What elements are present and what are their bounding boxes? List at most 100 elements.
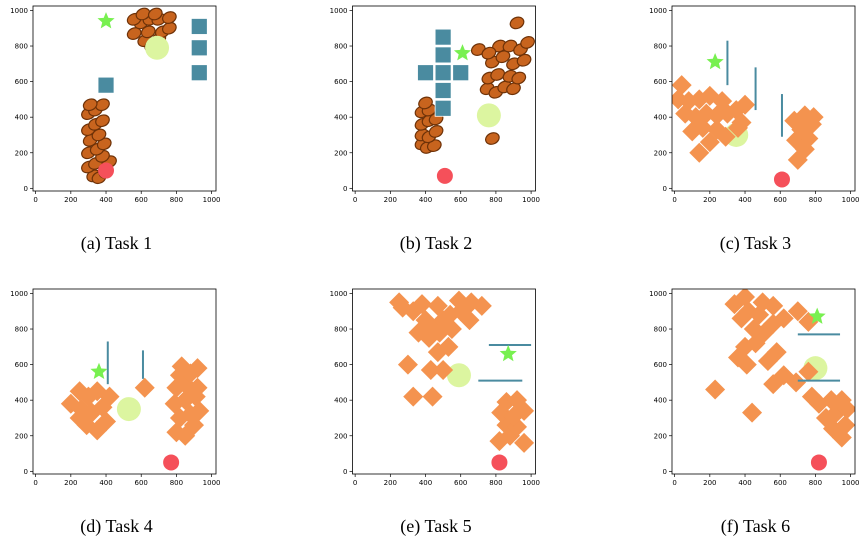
y-tick-label: 200: [654, 432, 667, 440]
x-tick-label: 600: [774, 196, 787, 204]
y-tick-label: 800: [15, 43, 28, 51]
x-tick-label: 800: [489, 479, 502, 487]
y-tick-label: 600: [334, 361, 347, 369]
goal: [454, 44, 471, 60]
x-tick-label: 0: [672, 479, 676, 487]
y-tick-label: 200: [334, 149, 347, 157]
x-tick-label: 600: [135, 196, 148, 204]
y-tick-label: 200: [15, 149, 28, 157]
y-tick-label: 600: [334, 78, 347, 86]
x-tick-label: 800: [170, 479, 183, 487]
x-tick-label: 200: [64, 479, 77, 487]
obstacle: [135, 378, 155, 398]
obstacle: [484, 131, 501, 147]
x-tick-label: 800: [489, 196, 502, 204]
x-tick-label: 800: [170, 196, 183, 204]
subplot: 0200400600800100002004006008001000(b) Ta…: [330, 6, 540, 254]
agent: [774, 171, 790, 187]
x-tick-label: 800: [809, 479, 822, 487]
block: [191, 18, 207, 34]
x-tick-label: 0: [672, 196, 676, 204]
block: [435, 100, 451, 116]
y-tick-label: 400: [654, 114, 667, 122]
agent: [491, 454, 507, 470]
y-tick-label: 0: [663, 468, 667, 476]
x-tick-label: 400: [738, 479, 751, 487]
y-tick-label: 0: [343, 185, 347, 193]
y-tick-label: 1000: [10, 7, 28, 15]
y-tick-label: 800: [654, 43, 667, 51]
marks: [705, 287, 857, 470]
caption: (d) Task 4: [80, 516, 152, 537]
marks: [389, 291, 534, 471]
goal: [90, 363, 107, 379]
x-tick-label: 200: [703, 196, 716, 204]
y-tick-label: 600: [15, 78, 28, 86]
x-tick-label: 600: [454, 196, 467, 204]
y-tick-label: 1000: [330, 7, 348, 15]
marks: [413, 15, 536, 184]
marks: [668, 41, 823, 188]
x-tick-label: 1000: [842, 196, 860, 204]
y-tick-label: 400: [654, 397, 667, 405]
marks: [80, 6, 208, 186]
y-tick-label: 0: [663, 185, 667, 193]
caption: (a) Task 1: [81, 233, 152, 254]
obstacle: [423, 387, 443, 407]
agent: [98, 163, 114, 179]
obstacle: [705, 380, 725, 400]
x-tick-label: 400: [419, 479, 432, 487]
y-tick-label: 0: [343, 468, 347, 476]
agent: [437, 168, 453, 184]
x-tick-label: 0: [353, 196, 357, 204]
y-tick-label: 1000: [649, 290, 667, 298]
y-tick-label: 400: [334, 397, 347, 405]
x-tick-label: 0: [353, 479, 357, 487]
x-tick-label: 400: [99, 196, 112, 204]
y-tick-label: 800: [334, 326, 347, 334]
x-tick-label: 200: [64, 196, 77, 204]
y-tick-label: 400: [15, 397, 28, 405]
y-tick-label: 600: [654, 78, 667, 86]
block: [191, 40, 207, 56]
block: [453, 65, 469, 81]
block: [435, 82, 451, 98]
x-tick-label: 600: [774, 479, 787, 487]
obstacle: [398, 355, 418, 375]
caption: (b) Task 2: [400, 233, 472, 254]
caption: (c) Task 3: [720, 233, 791, 254]
x-tick-label: 1000: [522, 196, 540, 204]
x-tick-label: 400: [738, 196, 751, 204]
agent: [811, 454, 827, 470]
x-tick-label: 1000: [522, 479, 540, 487]
block: [435, 47, 451, 63]
goal: [500, 345, 517, 361]
goal: [707, 53, 724, 69]
obstacle: [742, 403, 762, 423]
y-tick-label: 200: [15, 432, 28, 440]
x-tick-label: 1000: [842, 479, 860, 487]
y-tick-label: 0: [24, 185, 28, 193]
x-tick-label: 400: [419, 196, 432, 204]
y-tick-label: 800: [15, 326, 28, 334]
obstacle: [403, 387, 423, 407]
y-tick-label: 200: [334, 432, 347, 440]
x-tick-label: 400: [99, 479, 112, 487]
target-zone: [477, 103, 501, 127]
block: [98, 77, 114, 93]
x-tick-label: 600: [454, 479, 467, 487]
y-tick-label: 200: [654, 149, 667, 157]
block: [435, 29, 451, 45]
caption: (e) Task 5: [400, 516, 471, 537]
x-tick-label: 200: [703, 479, 716, 487]
y-tick-label: 0: [24, 468, 28, 476]
y-tick-label: 1000: [10, 290, 28, 298]
x-tick-label: 200: [384, 196, 397, 204]
axes-frame: [33, 6, 216, 191]
caption: (f) Task 6: [721, 516, 790, 537]
y-tick-label: 400: [334, 114, 347, 122]
y-tick-label: 1000: [649, 7, 667, 15]
